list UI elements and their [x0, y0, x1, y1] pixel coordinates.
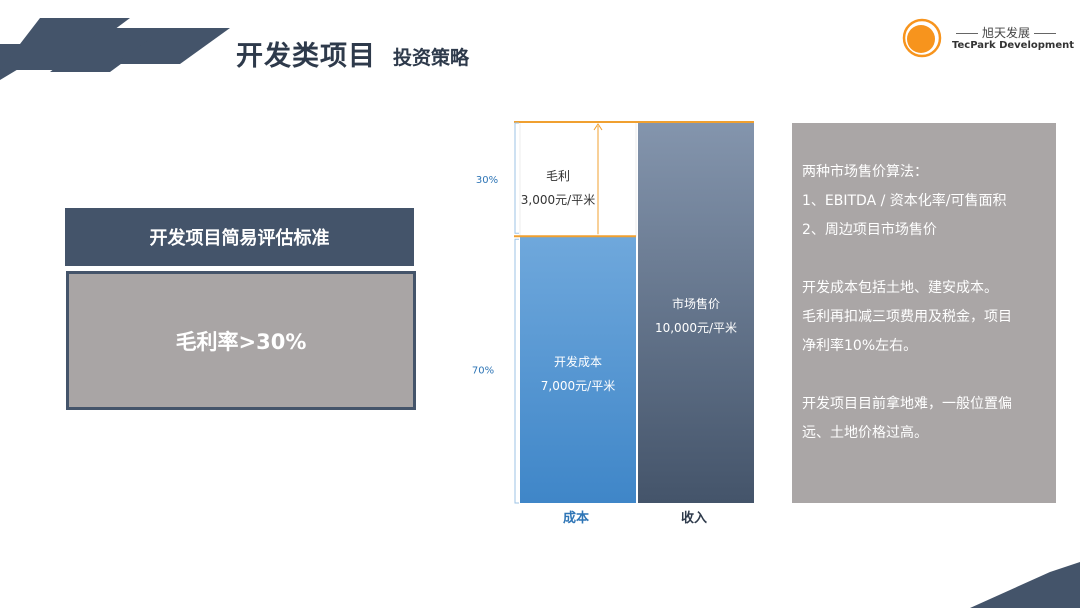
margin-value-label: 3,000元/平米 [521, 193, 595, 207]
category-label-cost: 成本 [563, 510, 589, 526]
margin-bracket [514, 122, 519, 234]
logo-name-en: TecPark Development [952, 40, 1075, 51]
company-logo-icon [902, 18, 942, 58]
info-line: 远、土地价格过高。 [802, 425, 928, 441]
revenue-label: 市场售价 [672, 296, 720, 311]
margin-label: 毛利 [546, 169, 570, 183]
category-label-revenue: 收入 [681, 510, 707, 526]
cost-percent-label: 70% [472, 366, 494, 377]
info-line: 开发项目目前拿地难，一般位置偏 [802, 396, 1012, 412]
revenue-value-label: 10,000元/平米 [655, 321, 737, 335]
evaluation-criterion-text: 毛利率>30% [175, 329, 307, 354]
margin-arrowhead [593, 123, 603, 131]
cost-bar [520, 236, 636, 504]
evaluation-standard-heading-text: 开发项目简易评估标准 [149, 228, 330, 249]
page-title: 开发类项目 [236, 41, 376, 72]
info-line: 1、EBITDA / 资本化率/可售面积 [802, 193, 1007, 209]
evaluation-standard-heading: 开发项目简易评估标准 [65, 208, 414, 266]
logo-name-cn: 旭天发展 [952, 24, 1060, 41]
footer-stripe [970, 562, 1080, 608]
margin-bar [519, 121, 637, 237]
info-line: 2、周边项目市场售价 [802, 222, 937, 238]
info-line: 净利率10%左右。 [802, 338, 918, 354]
cost-bracket [514, 238, 519, 504]
evaluation-criterion-box: 毛利率>30% [66, 271, 416, 410]
info-text-panel: 两种市场售价算法： 1、EBITDA / 资本化率/可售面积 2、周边项目市场售价开… [792, 123, 1056, 503]
info-line: 开发成本包括土地、建安成本。 [802, 280, 998, 296]
cost-label: 开发成本 [554, 354, 602, 369]
info-line: 两种市场售价算法： [802, 164, 928, 180]
cost-value-label: 7,000元/平米 [541, 379, 615, 393]
margin-percent-label: 30% [476, 175, 498, 186]
info-line: 毛利再扣减三项费用及税金，项目 [802, 309, 1012, 325]
page-subtitle: 投资策略 [393, 47, 470, 69]
revenue-bar [638, 122, 754, 503]
header-stripes [0, 18, 230, 80]
